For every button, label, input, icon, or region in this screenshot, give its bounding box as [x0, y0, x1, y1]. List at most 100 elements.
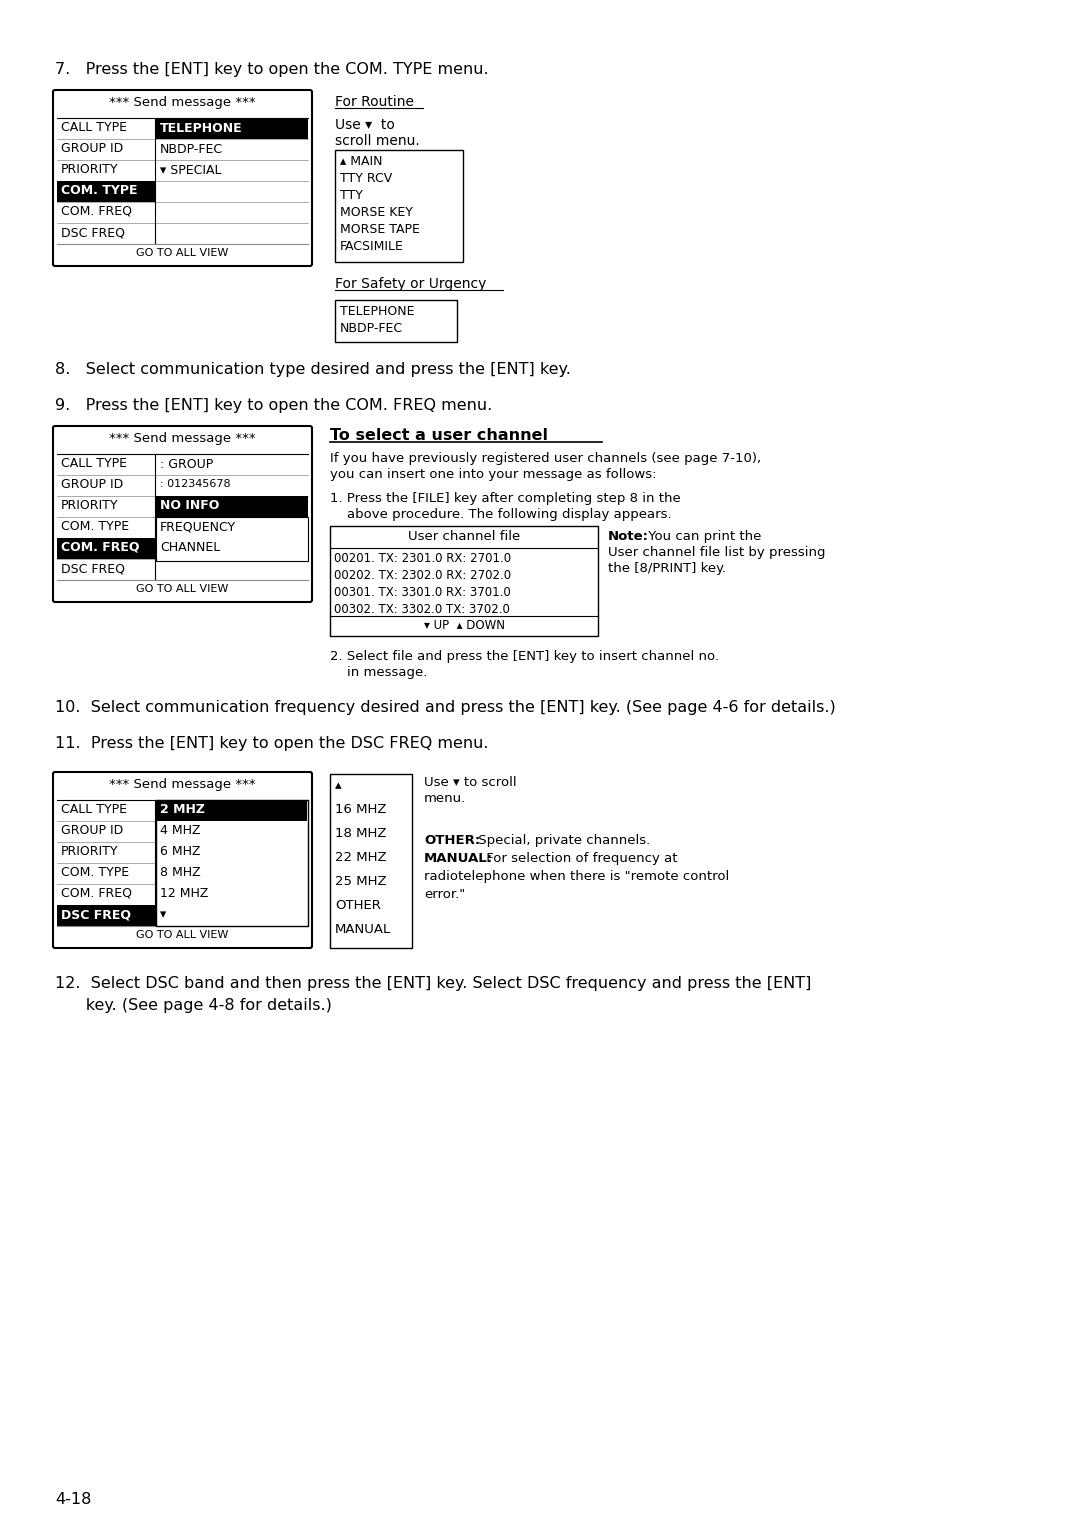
Text: ▾ UP  ▴ DOWN: ▾ UP ▴ DOWN [423, 619, 504, 633]
Text: MORSE TAPE: MORSE TAPE [340, 223, 420, 235]
Text: MANUAL: MANUAL [335, 923, 391, 937]
FancyBboxPatch shape [53, 426, 312, 602]
Text: *** Send message ***: *** Send message *** [109, 432, 255, 445]
Text: CHANNEL: CHANNEL [160, 541, 220, 555]
Text: : 012345678: : 012345678 [160, 478, 231, 489]
Text: 4 MHZ: 4 MHZ [160, 824, 201, 837]
Text: 16 MHZ: 16 MHZ [335, 804, 387, 816]
Text: COM. FREQ: COM. FREQ [60, 886, 132, 900]
Bar [57, 180, 156, 202]
Bar [330, 526, 598, 636]
Text: GROUP ID: GROUP ID [60, 478, 123, 490]
Bar [335, 150, 463, 261]
Text: 7.   Press the [ENT] key to open the COM. TYPE menu.: 7. Press the [ENT] key to open the COM. … [55, 63, 488, 76]
Bar [57, 905, 156, 926]
FancyBboxPatch shape [53, 90, 312, 266]
Bar [57, 538, 156, 559]
Text: TELEPHONE: TELEPHONE [340, 306, 415, 318]
Text: above procedure. The following display appears.: above procedure. The following display a… [330, 507, 672, 521]
Text: the [8/PRINT] key.: the [8/PRINT] key. [608, 562, 726, 575]
Text: For selection of frequency at: For selection of frequency at [482, 853, 677, 865]
Text: ▴: ▴ [335, 779, 341, 792]
Text: GROUP ID: GROUP ID [60, 142, 123, 154]
Text: CALL TYPE: CALL TYPE [60, 457, 127, 471]
Text: Use ▾  to: Use ▾ to [335, 118, 395, 131]
Text: *** Send message ***: *** Send message *** [109, 778, 255, 792]
Text: OTHER: OTHER [335, 898, 381, 912]
Text: 2. Select file and press the [ENT] key to insert channel no.: 2. Select file and press the [ENT] key t… [330, 649, 719, 663]
Text: 00301. TX: 3301.0 RX: 3701.0: 00301. TX: 3301.0 RX: 3701.0 [334, 587, 511, 599]
Text: TELEPHONE: TELEPHONE [160, 122, 243, 134]
Text: PRIORITY: PRIORITY [60, 500, 119, 512]
Text: If you have previously registered user channels (see page 7-10),: If you have previously registered user c… [330, 452, 761, 465]
Text: 22 MHZ: 22 MHZ [335, 851, 387, 863]
Text: you can insert one into your message as follows:: you can insert one into your message as … [330, 468, 657, 481]
Text: ▾: ▾ [160, 908, 166, 921]
Text: For Routine: For Routine [335, 95, 414, 108]
Bar [156, 516, 308, 561]
Text: Note:: Note: [608, 530, 649, 542]
Text: 8.   Select communication type desired and press the [ENT] key.: 8. Select communication type desired and… [55, 362, 571, 377]
Text: User channel file list by pressing: User channel file list by pressing [608, 545, 825, 559]
Text: MANUAL:: MANUAL: [424, 853, 494, 865]
Text: GROUP ID: GROUP ID [60, 824, 123, 837]
Text: OTHER:: OTHER: [424, 834, 481, 847]
Text: COM. TYPE: COM. TYPE [60, 520, 130, 533]
Text: NBDP-FEC: NBDP-FEC [340, 322, 403, 335]
Text: User channel file: User channel file [408, 530, 521, 542]
Bar [156, 497, 308, 516]
Text: NO INFO: NO INFO [160, 500, 219, 512]
Text: COM. TYPE: COM. TYPE [60, 866, 130, 879]
Text: 12.  Select DSC band and then press the [ENT] key. Select DSC frequency and pres: 12. Select DSC band and then press the [… [55, 976, 811, 992]
Text: DSC FREQ: DSC FREQ [60, 226, 125, 238]
Text: key. (See page 4-8 for details.): key. (See page 4-8 for details.) [55, 998, 332, 1013]
Text: scroll menu.: scroll menu. [335, 134, 420, 148]
Text: You can print the: You can print the [644, 530, 761, 542]
Text: Use ▾ to scroll: Use ▾ to scroll [424, 776, 516, 788]
Text: CALL TYPE: CALL TYPE [60, 804, 127, 816]
Text: 8 MHZ: 8 MHZ [160, 866, 201, 879]
Bar [156, 118, 308, 139]
Text: TTY: TTY [340, 189, 363, 202]
Text: radiotelephone when there is "remote control: radiotelephone when there is "remote con… [424, 869, 729, 883]
Text: GO TO ALL VIEW: GO TO ALL VIEW [136, 584, 228, 594]
Text: *** Send message ***: *** Send message *** [109, 96, 255, 108]
Text: GO TO ALL VIEW: GO TO ALL VIEW [136, 248, 228, 258]
FancyBboxPatch shape [53, 772, 312, 947]
Text: DSC FREQ: DSC FREQ [60, 562, 125, 575]
Text: menu.: menu. [424, 792, 467, 805]
Text: CALL TYPE: CALL TYPE [60, 121, 127, 134]
Bar [157, 801, 307, 821]
Text: 11.  Press the [ENT] key to open the DSC FREQ menu.: 11. Press the [ENT] key to open the DSC … [55, 736, 488, 750]
Text: ▾ SPECIAL: ▾ SPECIAL [160, 163, 221, 177]
Text: 18 MHZ: 18 MHZ [335, 827, 387, 840]
Text: To select a user channel: To select a user channel [330, 428, 548, 443]
Text: 9.   Press the [ENT] key to open the COM. FREQ menu.: 9. Press the [ENT] key to open the COM. … [55, 397, 492, 413]
Text: CALL: CALL [268, 804, 299, 816]
Text: 25 MHZ: 25 MHZ [335, 876, 387, 888]
Bar [330, 775, 411, 947]
Text: MORSE KEY: MORSE KEY [340, 206, 413, 219]
Text: COM. FREQ: COM. FREQ [60, 205, 132, 219]
Text: E: E [268, 845, 275, 859]
Text: in message.: in message. [330, 666, 428, 678]
Text: PRIORITY: PRIORITY [60, 163, 119, 176]
Bar [156, 801, 308, 926]
Text: TL: TL [268, 908, 283, 921]
Text: error.": error." [424, 888, 465, 902]
Text: : GROUP: : GROUP [160, 458, 213, 471]
Text: 00202. TX: 2302.0 RX: 2702.0: 00202. TX: 2302.0 RX: 2702.0 [334, 568, 511, 582]
Text: FACSIMILE: FACSIMILE [340, 240, 404, 254]
Text: DSC FREQ: DSC FREQ [60, 908, 131, 921]
Text: COM. FREQ: COM. FREQ [60, 541, 139, 555]
Text: TTY RCV: TTY RCV [340, 173, 392, 185]
Text: Special, private channels.: Special, private channels. [474, 834, 650, 847]
Text: For Safety or Urgency: For Safety or Urgency [335, 277, 486, 290]
Text: FREQUENCY: FREQUENCY [160, 520, 237, 533]
Text: GO TO ALL VIEW: GO TO ALL VIEW [136, 931, 228, 940]
Text: 00302. TX: 3302.0 TX: 3702.0: 00302. TX: 3302.0 TX: 3702.0 [334, 604, 510, 616]
Text: 2 MHZ: 2 MHZ [160, 804, 205, 816]
Text: PRIORITY: PRIORITY [60, 845, 119, 859]
Text: 4-18: 4-18 [55, 1491, 92, 1507]
Text: NBDP-FEC: NBDP-FEC [160, 144, 224, 156]
